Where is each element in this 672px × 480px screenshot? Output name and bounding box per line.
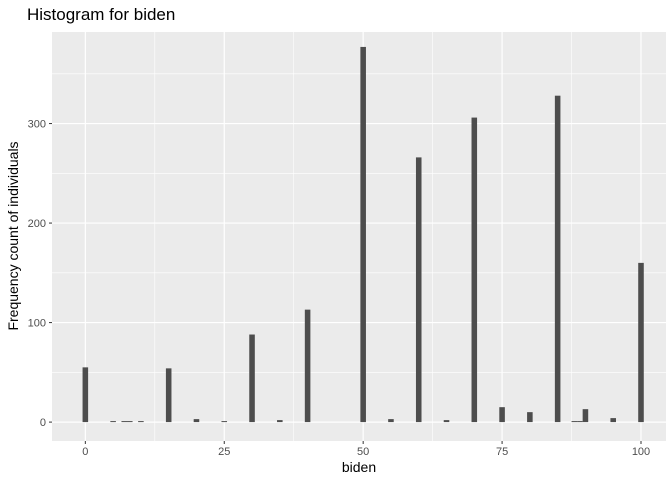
histogram-bar bbox=[577, 421, 583, 423]
histogram-bar bbox=[110, 421, 116, 423]
histogram-bar bbox=[221, 421, 228, 423]
y-axis-ticks: 0 100 200 300 bbox=[28, 119, 52, 429]
histogram-bar bbox=[582, 409, 589, 423]
histogram-bar bbox=[138, 421, 144, 423]
histogram-bar bbox=[638, 262, 644, 423]
histogram-bar bbox=[571, 421, 578, 423]
x-tick-label: 75 bbox=[496, 446, 508, 458]
chart-title: Histogram for biden bbox=[27, 5, 175, 24]
histogram-bar bbox=[193, 419, 200, 423]
histogram-bar bbox=[82, 367, 89, 423]
x-tick-label: 50 bbox=[357, 446, 369, 458]
histogram-bar bbox=[304, 309, 311, 423]
histogram-bar bbox=[277, 420, 283, 423]
y-tick-label: 0 bbox=[40, 417, 46, 429]
histogram-bar bbox=[499, 407, 505, 423]
x-axis-ticks: 0 25 50 75 100 bbox=[82, 441, 650, 458]
histogram-bars bbox=[82, 46, 644, 423]
x-tick-label: 25 bbox=[218, 446, 230, 458]
x-axis-title: biden bbox=[342, 459, 376, 475]
minor-gridlines bbox=[52, 32, 666, 441]
histogram-bar bbox=[443, 420, 450, 423]
histogram-bar bbox=[527, 412, 533, 423]
histogram-bar bbox=[388, 419, 394, 423]
y-axis-title: Frequency count of individuals bbox=[5, 141, 21, 330]
x-tick-label: 0 bbox=[82, 446, 88, 458]
y-tick-label: 300 bbox=[28, 119, 46, 131]
y-tick-label: 200 bbox=[28, 218, 46, 230]
histogram-bar bbox=[610, 418, 616, 423]
histogram-bar bbox=[121, 421, 128, 423]
histogram-bar bbox=[471, 117, 478, 423]
histogram-bar bbox=[554, 95, 561, 423]
histogram-bar bbox=[360, 46, 366, 423]
plot-panel bbox=[52, 32, 666, 441]
histogram-bar bbox=[165, 368, 172, 423]
histogram-bar bbox=[249, 334, 255, 423]
x-tick-label: 100 bbox=[632, 446, 650, 458]
histogram-bar bbox=[415, 157, 422, 423]
y-tick-label: 100 bbox=[28, 318, 46, 330]
histogram-bar bbox=[127, 421, 133, 423]
